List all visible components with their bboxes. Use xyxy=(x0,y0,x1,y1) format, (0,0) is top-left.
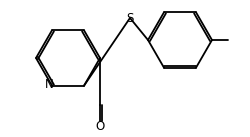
Text: N: N xyxy=(44,78,53,91)
Text: O: O xyxy=(95,121,104,133)
Text: S: S xyxy=(126,12,133,25)
